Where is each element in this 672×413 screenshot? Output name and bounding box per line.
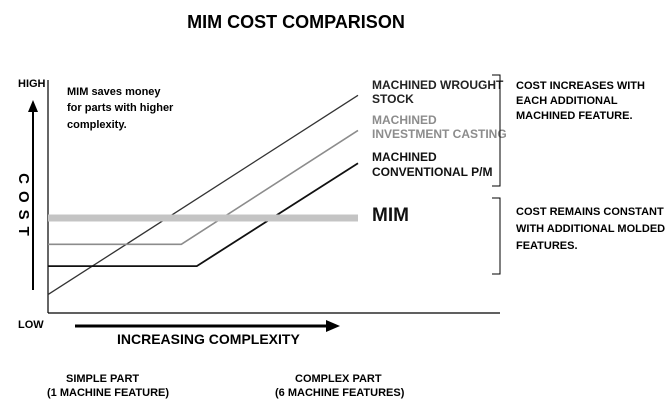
series-line-conventional-pm: [48, 162, 359, 268]
annotation-line-3: complexity.: [67, 119, 127, 131]
y-arrow-head: [28, 100, 38, 112]
x-axis-label: INCREASING COMPLEXITY: [117, 331, 300, 347]
complex-part-sublabel: (6 MACHINE FEATURES): [275, 387, 405, 399]
y-axis-high-label: HIGH: [18, 78, 46, 90]
note-machined: COST INCREASES WITH EACH ADDITIONAL MACH…: [516, 80, 645, 122]
bracket-machined: [492, 74, 501, 187]
chart-title: MIM COST COMPARISON: [187, 12, 405, 32]
series-label-investment-line-2: INVESTMENT CASTING: [372, 127, 507, 141]
series-line-investment-casting: [48, 129, 359, 246]
y-axis-low-label: LOW: [18, 319, 44, 331]
y-axis-label: COST: [15, 173, 32, 243]
series-label-wrought-line-2: STOCK: [372, 92, 414, 106]
mim-annotation: MIM saves money for parts with higher co…: [67, 86, 174, 131]
series-labels: MACHINED WROUGHT STOCK MACHINED INVESTME…: [372, 78, 507, 226]
bracket-mim: [492, 197, 501, 275]
note-machined-line-1: COST INCREASES WITH: [516, 80, 645, 92]
series-label-conventional-line-2: CONVENTIONAL P/M: [372, 165, 492, 179]
simple-part-sublabel: (1 MACHINE FEATURE): [47, 387, 169, 399]
series-layer: [47, 94, 359, 296]
series-label-mim: MIM: [372, 205, 409, 226]
note-machined-line-3: MACHINED FEATURE.: [516, 110, 633, 122]
complex-part-label: COMPLEX PART: [295, 373, 382, 385]
simple-part-label: SIMPLE PART: [66, 373, 139, 385]
brackets: [492, 74, 501, 275]
note-mim: COST REMAINS CONSTANT WITH ADDITIONAL MO…: [516, 206, 665, 252]
x-arrow-head: [326, 320, 340, 332]
axes: [28, 80, 500, 332]
annotation-line-1: MIM saves money: [67, 86, 161, 98]
note-mim-line-3: FEATURES.: [516, 240, 578, 252]
series-label-conventional-line-1: MACHINED: [372, 150, 437, 164]
series-label-investment-line-1: MACHINED: [372, 113, 437, 127]
note-mim-line-2: WITH ADDITIONAL MOLDED: [516, 223, 665, 235]
series-line-wrought-stock: [47, 94, 359, 296]
series-label-wrought-line-1: MACHINED WROUGHT: [372, 78, 504, 92]
annotation-line-2: for parts with higher: [67, 102, 174, 114]
note-mim-line-1: COST REMAINS CONSTANT: [516, 206, 664, 218]
note-machined-line-2: EACH ADDITIONAL: [516, 95, 618, 107]
